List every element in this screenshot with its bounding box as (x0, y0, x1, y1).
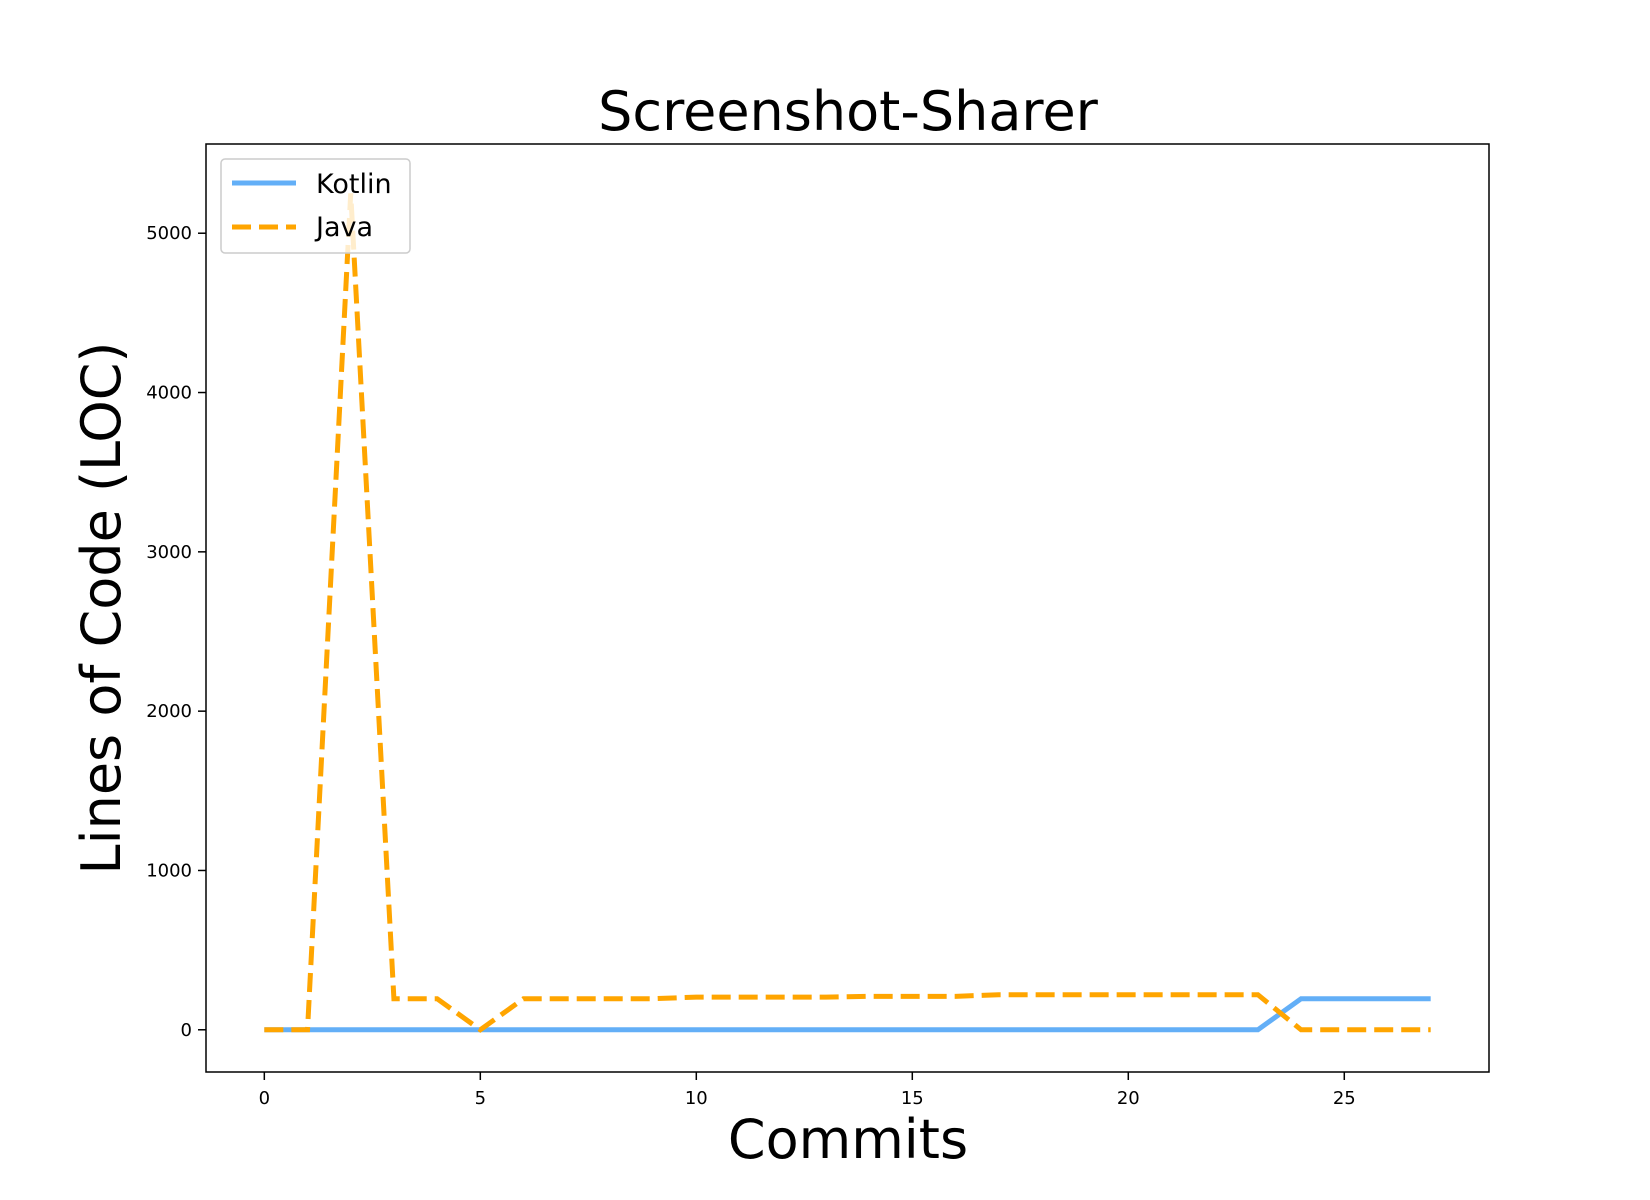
axes-frame (205, 143, 1490, 1073)
y-tick-label: 1000 (146, 860, 192, 881)
series-line-kotlin (264, 996, 1431, 1033)
y-axis: 0 1000 2000 3000 4000 5000 (146, 223, 206, 1041)
x-tick-label: 0 (259, 1088, 270, 1109)
x-tick-label: 20 (1117, 1088, 1140, 1109)
y-tick-label: 2000 (146, 701, 192, 722)
series-lines (264, 193, 1431, 1033)
x-axis-label: Commits (728, 1108, 968, 1171)
plot-area: 0 5 10 15 20 25 0 1000 2000 3000 4000 5000 (146, 143, 1490, 1109)
legend: Kotlin Java (220, 158, 411, 254)
series-line-java (264, 193, 1431, 1033)
y-tick-label: 0 (181, 1020, 192, 1041)
y-tick-label: 5000 (146, 223, 192, 244)
y-tick-label: 3000 (146, 542, 192, 563)
x-tick-label: 25 (1333, 1088, 1356, 1109)
legend-java-label: Java (314, 212, 373, 243)
x-tick-label: 5 (475, 1088, 486, 1109)
x-axis: 0 5 10 15 20 25 (259, 1072, 1356, 1109)
legend-kotlin-label: Kotlin (316, 169, 392, 200)
y-axis-label: Lines of Code (LOC) (70, 342, 133, 875)
x-tick-label: 15 (901, 1088, 924, 1109)
chart-title: Screenshot-Sharer (598, 80, 1099, 143)
x-tick-label: 10 (685, 1088, 708, 1109)
y-tick-label: 4000 (146, 383, 192, 404)
